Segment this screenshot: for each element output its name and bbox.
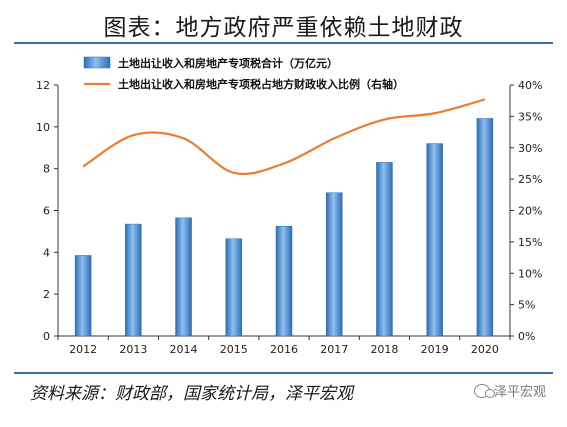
y-left-tick-label: 0 — [43, 330, 50, 343]
bar — [376, 162, 393, 337]
bar — [125, 223, 142, 337]
bar — [275, 225, 293, 337]
y-right-tick-label: 10% — [518, 267, 542, 280]
bar — [476, 118, 494, 337]
x-tick-label: 2015 — [220, 343, 248, 356]
footer-divider — [14, 372, 553, 374]
y-right-tick-label: 40% — [518, 79, 542, 92]
source-note: 资料来源：财政部，国家统计局，泽平宏观 — [30, 384, 353, 404]
y-right-tick-label: 20% — [518, 205, 542, 218]
y-right-tick-label: 35% — [518, 110, 542, 123]
y-left-tick-label: 6 — [43, 205, 50, 218]
y-right-tick-label: 15% — [518, 236, 542, 249]
legend-line-label: 土地出让收入和房地产专项税占地方财政收入比例（右轴） — [118, 77, 404, 91]
axes: 0 2 4 6 8 10 12 0% 5% 10% 15% 20% 25% 30% 35% 40% 2012 20… — [36, 79, 542, 356]
y-right-tick-label: 5% — [518, 299, 535, 312]
y-right-tick-label: 0% — [518, 330, 535, 343]
title-divider — [14, 42, 553, 44]
legend: 土地出让收入和房地产专项税合计（万亿元） 土地出让收入和房地产专项税占地方财政收入… — [83, 56, 404, 91]
y-right-tick-label: 30% — [518, 142, 542, 155]
x-tick-label: 2019 — [421, 343, 449, 356]
y-left-tick-label: 4 — [43, 246, 50, 259]
chart-svg: 土地出让收入和房地产专项税合计（万亿元） 土地出让收入和房地产专项税占地方财政收入… — [36, 56, 542, 356]
legend-bar-label: 土地出让收入和房地产专项税合计（万亿元） — [118, 56, 338, 70]
line-series — [82, 98, 486, 176]
watermark-text: 泽平宏观 — [494, 385, 547, 400]
x-tick-label: 2014 — [170, 343, 198, 356]
y-left-tick-label: 12 — [36, 79, 50, 92]
bar — [175, 217, 192, 337]
legend-bar-swatch — [83, 56, 111, 69]
x-tick-label: 2016 — [270, 343, 298, 356]
watermark: 泽平宏观 — [474, 381, 546, 400]
x-tick-label: 2017 — [320, 343, 348, 356]
x-tick-label: 2012 — [69, 343, 97, 356]
bar-series — [74, 118, 494, 337]
x-tick-label: 2013 — [119, 343, 147, 356]
y-left-tick-label: 10 — [36, 121, 50, 134]
chart-title: 图表：地方政府严重依赖土地财政 — [103, 15, 464, 41]
line-path — [82, 98, 486, 176]
bar — [325, 192, 343, 337]
y-left-tick-label: 2 — [43, 288, 50, 301]
x-tick-label: 2018 — [370, 343, 398, 356]
bar — [225, 238, 243, 337]
bar — [74, 255, 92, 337]
wechat-icon — [474, 383, 495, 398]
bar — [426, 143, 443, 337]
x-tick-label: 2020 — [471, 343, 499, 356]
y-right-tick-label: 25% — [518, 173, 542, 186]
y-left-tick-label: 8 — [43, 163, 50, 176]
